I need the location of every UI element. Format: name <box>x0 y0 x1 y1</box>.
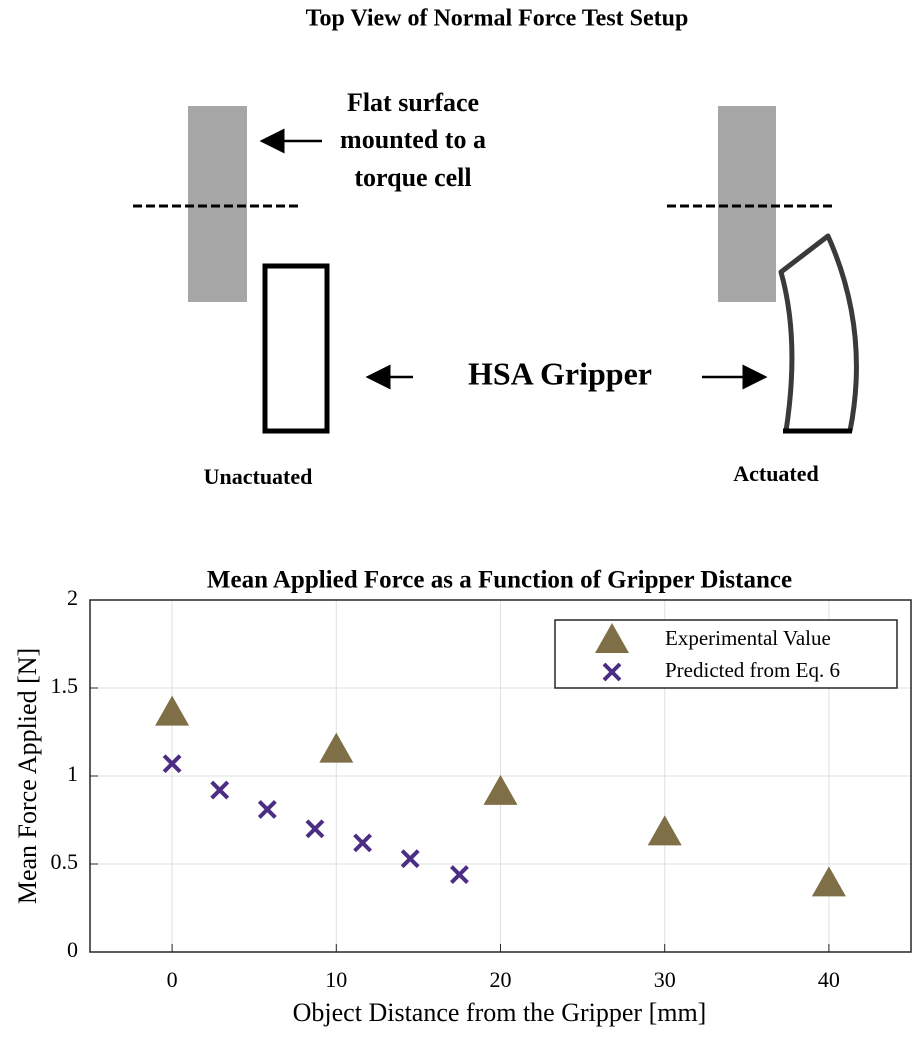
triangle-marker <box>483 774 518 805</box>
triangle-marker <box>595 623 629 653</box>
gripper-unactuated <box>262 263 330 434</box>
flat-surface <box>188 106 247 302</box>
x-marker <box>450 865 469 884</box>
triangle-marker <box>647 815 682 846</box>
triangle-marker <box>155 695 190 726</box>
y-tick-label: 1.5 <box>51 673 79 698</box>
x-marker <box>353 833 372 853</box>
x-marker <box>162 754 182 774</box>
axes-box <box>89 599 912 953</box>
y-tick-label: 0 <box>67 937 78 962</box>
x-axis-label: Object Distance from the Gripper [mm] <box>293 998 707 1027</box>
triangle-marker <box>319 732 354 763</box>
x-tick-label: 10 <box>325 967 347 992</box>
flat-surface <box>718 106 776 302</box>
surface-label: mounted to a <box>340 125 486 154</box>
x-marker <box>602 662 622 682</box>
legend: Experimental Value Predicted from Eq. 6 <box>554 619 898 689</box>
state-label: Actuated <box>733 461 819 486</box>
state-label: Unactuated <box>204 464 313 489</box>
setup-diagram: Top View of Normal Force Test Setup Flat… <box>133 6 859 489</box>
y-tick-label: 2 <box>67 585 78 610</box>
x-marker <box>400 849 420 869</box>
y-tick-label: 0.5 <box>51 849 79 874</box>
x-marker <box>305 819 325 839</box>
legend-label: Experimental Value <box>665 626 831 650</box>
y-axis-label: Mean Force Applied [N] <box>13 648 42 904</box>
surface-label: Flat surface <box>347 88 479 117</box>
diagram-title: Top View of Normal Force Test Setup <box>306 6 689 32</box>
x-tick-label: 40 <box>818 967 840 992</box>
gripper-actuated <box>778 233 859 432</box>
y-tick-label: 1 <box>67 761 78 786</box>
gripper-label: HSA Gripper <box>468 355 652 391</box>
x-marker <box>257 800 277 819</box>
x-marker <box>210 780 230 800</box>
x-tick-label: 30 <box>654 967 676 992</box>
legend-label: Predicted from Eq. 6 <box>665 658 840 682</box>
x-tick-label: 20 <box>490 967 512 992</box>
x-tick-label: 0 <box>167 967 178 992</box>
triangle-marker <box>811 866 846 897</box>
chart-title: Mean Applied Force as a Function of Grip… <box>207 567 792 594</box>
surface-label: torque cell <box>354 163 471 192</box>
